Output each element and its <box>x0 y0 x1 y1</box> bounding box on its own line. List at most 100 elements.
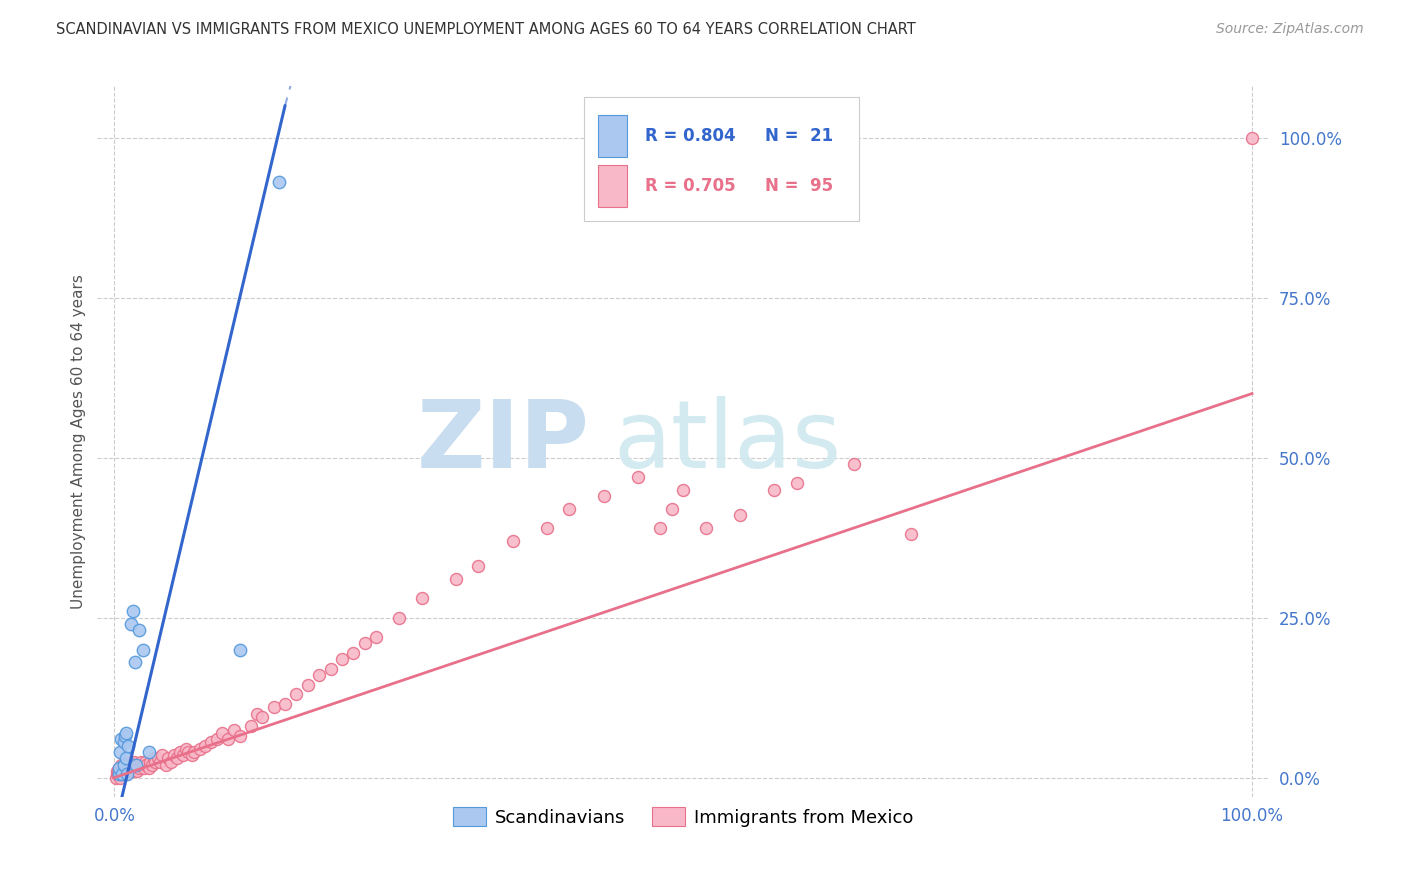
Point <box>180 748 202 763</box>
Point <box>128 761 150 775</box>
Text: Source: ZipAtlas.com: Source: ZipAtlas.com <box>1216 22 1364 37</box>
Point <box>246 706 269 721</box>
Legend: Scandinavians, Immigrants from Mexico: Scandinavians, Immigrants from Mexico <box>446 800 921 834</box>
Point <box>132 761 155 775</box>
Text: N =  21: N = 21 <box>765 127 834 145</box>
Point <box>134 755 156 769</box>
Point <box>115 767 138 781</box>
Point <box>105 764 128 779</box>
Point <box>112 767 135 781</box>
Text: ZIP: ZIP <box>416 395 589 488</box>
Point <box>124 757 146 772</box>
Point <box>110 732 132 747</box>
Point <box>141 757 163 772</box>
Point <box>162 748 184 763</box>
Point <box>127 764 149 779</box>
Point <box>107 764 129 779</box>
Point <box>108 764 131 779</box>
Point <box>672 483 695 497</box>
Point <box>105 767 128 781</box>
Point <box>364 630 387 644</box>
Point <box>695 521 717 535</box>
Point <box>114 767 136 781</box>
Point <box>156 751 179 765</box>
Point <box>125 761 148 775</box>
Point <box>115 764 138 779</box>
FancyBboxPatch shape <box>583 97 859 221</box>
Point <box>114 729 136 743</box>
Point <box>108 745 131 759</box>
Point <box>114 726 136 740</box>
Point <box>114 761 136 775</box>
Point <box>121 764 143 779</box>
Point <box>172 748 194 763</box>
Text: atlas: atlas <box>613 395 841 488</box>
Text: N =  95: N = 95 <box>765 177 834 194</box>
Point <box>728 508 751 523</box>
Point <box>138 745 160 759</box>
Point <box>104 771 127 785</box>
Point <box>627 469 650 483</box>
Point <box>155 757 177 772</box>
Point <box>108 761 131 775</box>
Point <box>143 751 166 765</box>
Point <box>252 710 274 724</box>
Point <box>127 757 149 772</box>
Point <box>121 757 143 772</box>
Point <box>129 755 152 769</box>
Point <box>145 755 167 769</box>
Point <box>274 697 297 711</box>
Point <box>150 748 173 763</box>
Point <box>1240 130 1263 145</box>
FancyBboxPatch shape <box>598 164 627 207</box>
Point <box>111 764 134 779</box>
Point <box>121 761 143 775</box>
Point <box>188 741 211 756</box>
Point <box>108 771 131 785</box>
Point <box>194 739 217 753</box>
Y-axis label: Unemployment Among Ages 60 to 64 years: Unemployment Among Ages 60 to 64 years <box>72 274 86 609</box>
Point <box>132 757 155 772</box>
Point <box>217 732 239 747</box>
Point <box>112 757 135 772</box>
Point <box>661 501 683 516</box>
Point <box>308 668 330 682</box>
Point <box>353 636 375 650</box>
Point <box>650 521 672 535</box>
Point <box>239 719 262 733</box>
Point <box>228 729 250 743</box>
Point <box>388 610 411 624</box>
Text: SCANDINAVIAN VS IMMIGRANTS FROM MEXICO UNEMPLOYMENT AMONG AGES 60 TO 64 YEARS CO: SCANDINAVIAN VS IMMIGRANTS FROM MEXICO U… <box>56 22 915 37</box>
Point <box>174 741 197 756</box>
Point <box>169 745 191 759</box>
Point <box>118 764 141 779</box>
Point <box>342 646 364 660</box>
Point <box>125 757 148 772</box>
Point <box>160 755 183 769</box>
Point <box>135 757 157 772</box>
Text: R = 0.804: R = 0.804 <box>644 127 735 145</box>
Point <box>842 457 865 471</box>
Point <box>177 745 200 759</box>
Point <box>122 755 145 769</box>
Point <box>128 624 150 638</box>
FancyBboxPatch shape <box>598 115 627 157</box>
Point <box>222 723 245 737</box>
Point <box>763 483 786 497</box>
Point <box>112 757 135 772</box>
Text: R = 0.705: R = 0.705 <box>644 177 735 194</box>
Point <box>536 521 558 535</box>
Point <box>263 700 285 714</box>
Point <box>124 656 146 670</box>
Point <box>228 642 250 657</box>
Point <box>132 642 155 657</box>
Point <box>269 175 291 189</box>
Point <box>285 687 308 701</box>
Point <box>108 767 131 781</box>
Point <box>149 755 172 769</box>
Point <box>786 476 808 491</box>
Point <box>444 572 467 586</box>
Point <box>111 767 134 781</box>
Point <box>558 501 581 516</box>
Point <box>108 761 131 775</box>
